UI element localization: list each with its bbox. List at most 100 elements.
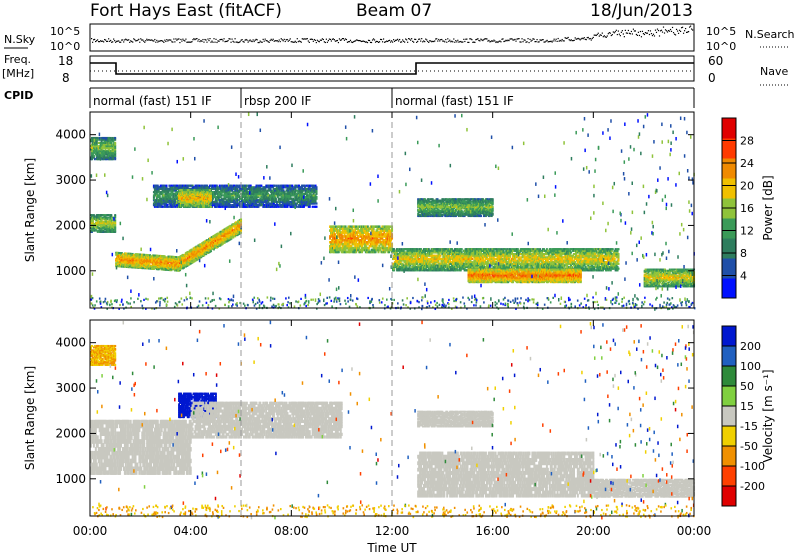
noise-point [323, 39, 324, 40]
noise-point [134, 39, 135, 40]
echo-cell [260, 185, 262, 187]
noise-point [437, 40, 438, 41]
echo-cell [210, 206, 212, 208]
noise-point [494, 40, 495, 41]
noise-point [196, 38, 197, 39]
noise-point [178, 38, 179, 39]
echo-cell [181, 189, 183, 191]
noise-point [599, 36, 600, 37]
noise-point [144, 42, 145, 43]
noise-point [421, 38, 422, 39]
noise-point [664, 32, 665, 33]
noise-point [369, 40, 370, 41]
noise-point [614, 32, 615, 33]
noise-point [181, 41, 182, 42]
echo-cell [114, 214, 116, 216]
noise-point [511, 38, 512, 39]
noise-point [657, 29, 658, 30]
cpid-mode-label: normal (fast) 151 IF [93, 94, 212, 108]
noise-point [462, 41, 463, 42]
noise-point [382, 41, 383, 42]
noise-point [420, 41, 421, 42]
noise-point [173, 38, 174, 39]
noise-point [197, 40, 198, 41]
nave-tick-high: 60 [708, 54, 723, 68]
noise-point [143, 41, 144, 42]
noise-point [588, 37, 589, 38]
echo-cell [191, 249, 193, 251]
beam-label: Beam 07 [356, 1, 432, 21]
noise-point [651, 33, 652, 34]
noise-point [128, 39, 129, 40]
noise-point [259, 42, 260, 43]
noise-point [229, 38, 230, 39]
noise-point [454, 42, 455, 43]
echo-cell [199, 189, 201, 191]
noise-point [272, 40, 273, 41]
noise-point [234, 38, 235, 39]
noise-point [242, 39, 243, 40]
noise-point [156, 40, 157, 41]
noise-point [379, 41, 380, 42]
noise-point [341, 39, 342, 40]
noise-point [252, 41, 253, 42]
noise-point [92, 42, 93, 43]
noise-point [649, 34, 650, 35]
noise-point [439, 40, 440, 41]
echo-cell [295, 193, 297, 195]
noise-point [132, 42, 133, 43]
noise-point [685, 28, 686, 29]
noise-point [624, 36, 625, 37]
noise-point [471, 39, 472, 40]
noise-point [175, 38, 176, 39]
noise-point [515, 41, 516, 42]
noise-point [622, 30, 623, 31]
noise-point [679, 30, 680, 31]
echo-cell [342, 235, 344, 238]
noise-point [289, 40, 290, 41]
noise-point [654, 35, 655, 36]
noise-point [155, 42, 156, 43]
noise-point [343, 38, 344, 39]
noise-point [655, 30, 656, 31]
noise-point [279, 39, 280, 40]
echo-cell [316, 196, 318, 198]
noise-point [166, 39, 167, 40]
noise-point [602, 33, 603, 34]
noise-point [520, 41, 521, 42]
noise-point [457, 40, 458, 41]
noise-point [349, 41, 350, 42]
noise-point [547, 40, 548, 41]
station-title: Fort Hays East (fitACF) [90, 1, 282, 21]
noise-point [313, 41, 314, 42]
noise-point [656, 32, 657, 33]
noise-point [524, 40, 525, 41]
echo-cell [275, 198, 277, 200]
noise-point [555, 40, 556, 41]
freq-tick-high: 18 [58, 54, 73, 68]
echo-cell [99, 137, 101, 139]
noise-point [639, 35, 640, 36]
noise-point [584, 37, 585, 38]
noise-point [627, 33, 628, 34]
echo-cell [206, 203, 208, 205]
noise-point [184, 40, 185, 41]
noise-point [222, 40, 223, 41]
noise-point [257, 39, 258, 40]
noise-point [522, 41, 523, 42]
noise-point [661, 30, 662, 31]
noise-point [392, 41, 393, 42]
noise-point [647, 33, 648, 34]
noise-point [632, 33, 633, 34]
noise-tick-low-left: 10^0 [50, 40, 80, 53]
noise-point [262, 42, 263, 43]
cpid-mode-label: rbsp 200 IF [244, 94, 311, 108]
noise-point [213, 38, 214, 39]
echo-cell [197, 251, 199, 253]
noise-point [389, 40, 390, 41]
echo-cell [104, 231, 106, 233]
noise-point [233, 42, 234, 43]
noise-point [97, 39, 98, 40]
nave-label: Nave [760, 65, 788, 78]
noise-point [455, 40, 456, 41]
